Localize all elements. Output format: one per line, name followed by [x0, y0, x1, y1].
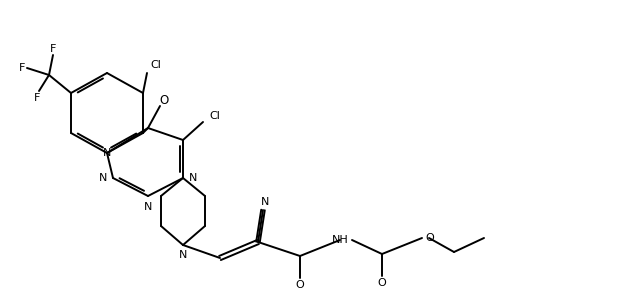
Text: Cl: Cl — [209, 111, 220, 121]
Text: O: O — [378, 278, 386, 288]
Text: N: N — [103, 148, 111, 158]
Text: N: N — [144, 202, 152, 212]
Text: N: N — [179, 250, 187, 260]
Text: O: O — [425, 233, 434, 243]
Text: NH: NH — [332, 235, 348, 245]
Text: F: F — [34, 93, 40, 103]
Text: Cl: Cl — [150, 60, 161, 70]
Text: N: N — [99, 173, 107, 183]
Text: F: F — [19, 63, 25, 73]
Text: O: O — [159, 94, 169, 106]
Text: F: F — [50, 44, 56, 54]
Text: N: N — [189, 173, 197, 183]
Text: O: O — [295, 280, 304, 290]
Text: N: N — [261, 197, 269, 207]
